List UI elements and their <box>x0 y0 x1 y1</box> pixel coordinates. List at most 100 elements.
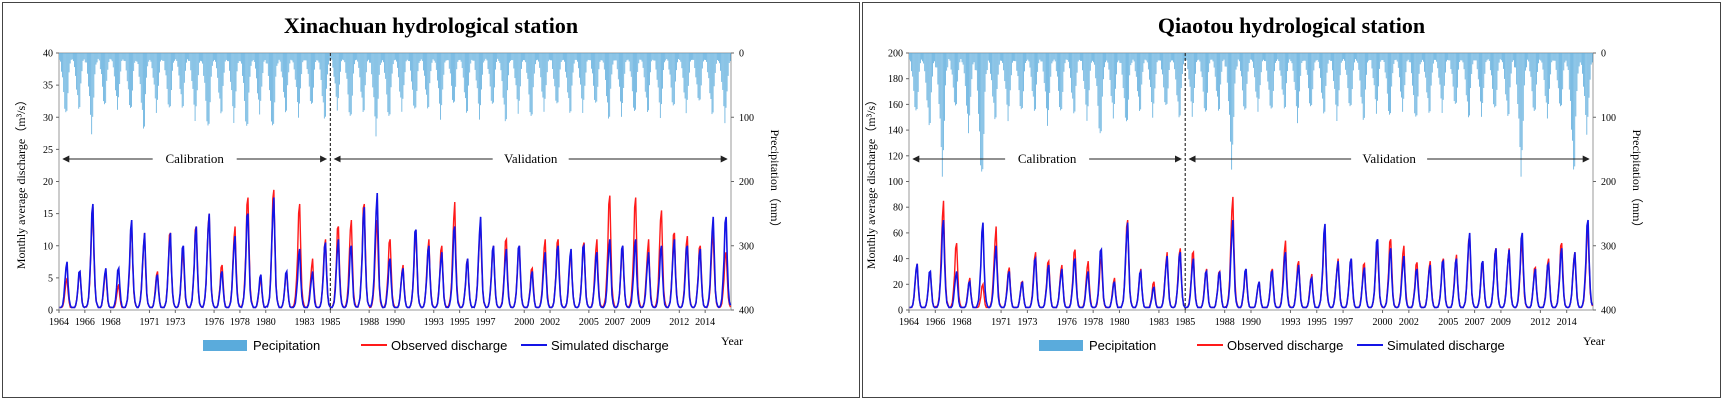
precip-bar <box>378 53 380 75</box>
precip-bar <box>497 53 499 59</box>
x-tick-label: 1964 <box>899 317 919 328</box>
precip-bar <box>180 53 182 95</box>
precip-bar <box>1449 53 1451 61</box>
x-tick-label: 1995 <box>1307 317 1327 328</box>
precip-bar <box>1565 53 1567 61</box>
precip-bar <box>913 53 915 91</box>
precip-bar <box>1223 53 1225 60</box>
precip-bar <box>1183 53 1184 65</box>
precip-bar <box>1455 53 1457 103</box>
precip-bar <box>389 53 391 115</box>
precip-bar <box>377 53 379 99</box>
precip-bar <box>629 53 631 72</box>
precip-bar <box>1158 53 1160 61</box>
precip-bar <box>477 53 479 104</box>
precip-bar <box>1039 53 1041 60</box>
precip-bar <box>1033 53 1035 111</box>
precip-bar <box>649 53 650 86</box>
precip-bar <box>1154 53 1156 89</box>
precip-bar <box>431 53 433 63</box>
precip-bar <box>1554 53 1556 61</box>
left-axis-label: Monthly average discharge（m³/s） <box>864 94 878 269</box>
precip-bar <box>670 53 672 88</box>
precip-bar <box>197 53 199 76</box>
precip-bar <box>960 53 962 60</box>
precip-bar <box>524 53 526 61</box>
precip-bar <box>1528 53 1530 62</box>
precip-bar <box>183 53 185 83</box>
precip-bar <box>1327 53 1329 64</box>
precip-bar <box>1152 53 1154 118</box>
precip-bar <box>519 53 521 87</box>
precip-bar <box>959 53 961 63</box>
precip-bar <box>945 53 946 86</box>
qiaotou-chart: Qiaotou hydrological station 0 20 40 60 80 100… <box>864 13 1644 353</box>
precip-bar <box>1481 53 1482 117</box>
precip-bar <box>136 53 138 62</box>
precip-bar <box>656 53 658 80</box>
precip-bar <box>318 53 320 63</box>
precip-bar <box>1050 53 1052 77</box>
precip-bar <box>1020 53 1022 110</box>
precip-bar <box>208 53 210 124</box>
precip-bar <box>243 53 244 83</box>
precip-bar <box>621 53 622 117</box>
precip-bar <box>1346 53 1348 75</box>
precip-bar <box>1416 53 1418 116</box>
precip-bar <box>558 53 560 88</box>
precip-bar <box>987 53 989 61</box>
precip-bar <box>962 53 964 65</box>
precip-bar <box>246 53 248 126</box>
precip-bar <box>65 53 67 113</box>
precip-bar <box>722 53 724 90</box>
precip-bar <box>1081 53 1082 61</box>
x-tick-label: 2009 <box>1491 317 1511 328</box>
precip-bar <box>1345 53 1347 70</box>
precip-bar <box>1438 53 1440 78</box>
precip-bar <box>334 53 336 84</box>
precip-bar <box>115 53 116 91</box>
precip-bar <box>981 53 983 172</box>
precip-bar <box>1463 53 1465 70</box>
precip-bar <box>1134 53 1136 72</box>
precip-bar <box>453 53 454 103</box>
precip-bar <box>166 53 168 89</box>
precip-bar <box>1575 53 1577 117</box>
precip-bar <box>154 53 156 99</box>
precip-bar <box>707 53 709 73</box>
precip-bar <box>276 53 278 66</box>
precip-bar <box>263 53 265 62</box>
precip-bar <box>306 53 308 70</box>
precip-bar <box>342 53 344 60</box>
precip-bar <box>1529 53 1531 72</box>
left-tick-label: 35 <box>43 81 53 92</box>
precip-bar <box>1166 53 1168 104</box>
precip-bar <box>314 53 316 70</box>
precip-bar <box>1480 53 1481 102</box>
precip-bar <box>1072 53 1074 99</box>
precip-bar <box>444 53 446 63</box>
precip-bar <box>1143 53 1145 64</box>
precip-bar <box>145 53 146 95</box>
precip-bar <box>1498 53 1500 63</box>
precip-bar <box>1214 53 1216 77</box>
precip-bar <box>667 53 669 61</box>
precip-bar <box>493 53 494 103</box>
precip-bar <box>549 53 550 60</box>
precip-bar <box>527 53 529 79</box>
precip-bar <box>986 53 988 71</box>
precip-bar <box>672 53 674 106</box>
precip-bar <box>359 53 361 78</box>
precip-bar <box>297 53 298 103</box>
precip-bar <box>1518 53 1520 119</box>
precip-bar <box>1153 53 1155 104</box>
precip-bar <box>1371 53 1373 69</box>
precip-bar <box>1358 53 1360 70</box>
precip-bar <box>641 53 643 62</box>
left-tick-label: 140 <box>888 126 903 137</box>
precip-bar <box>1465 53 1467 96</box>
right-tick-label: 200 <box>739 177 754 188</box>
precip-bar <box>967 53 968 114</box>
precip-bar <box>120 53 122 72</box>
simulated-discharge-series <box>59 193 732 309</box>
